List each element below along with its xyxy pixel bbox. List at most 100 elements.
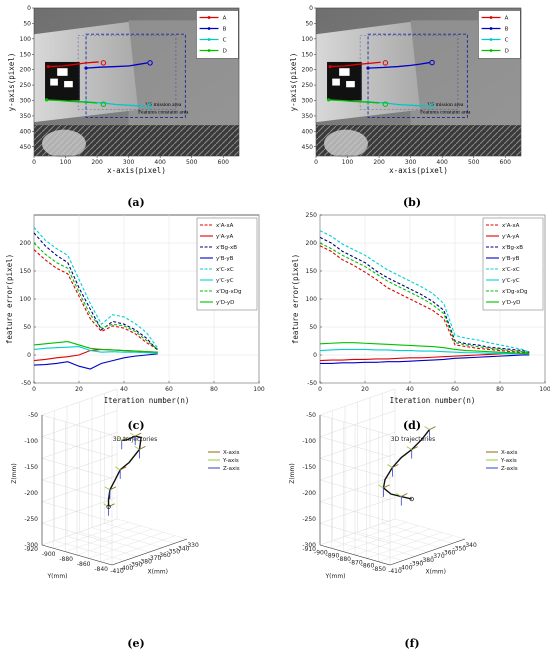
x-tick-label: 300 (405, 159, 417, 166)
frame-y-axis (396, 493, 402, 497)
start-point-A (328, 64, 332, 69)
grid-line (65, 525, 141, 552)
y-tick-label: -850 (372, 566, 386, 573)
legend-label: x'C-xC (216, 267, 234, 273)
z-tick-label: -200 (302, 490, 316, 497)
z-tick-label: -300 (24, 542, 38, 549)
y-axis-label: Y(mm) (324, 573, 345, 580)
subfigure-label-f: (f) (404, 637, 419, 650)
z-tick-label: -300 (302, 542, 316, 549)
end-point-C (146, 103, 152, 109)
subfigure-label-c: (c) (127, 419, 144, 432)
end-point-B (147, 60, 153, 66)
legend-box (196, 217, 258, 311)
trajectory-A (48, 61, 99, 68)
x-tick-label: 100 (342, 159, 354, 166)
x-tick-label: 400 (436, 159, 448, 166)
legend-label: Z-axis (501, 466, 518, 472)
x-tick-label: -410 (110, 568, 124, 575)
end-point-A (382, 60, 389, 66)
frame-y-axis (406, 446, 412, 450)
x-tick-label: -350 (166, 549, 180, 556)
annotation-features-constraint-area: Features constaint area (420, 109, 471, 115)
x-tick-label: -340 (463, 542, 477, 549)
y-tick-label: 200 (20, 240, 32, 247)
start-point-A (46, 64, 50, 69)
x-tick-label: -330 (185, 542, 199, 549)
legend-label-D: D (505, 48, 509, 54)
annotation-features-constraint-area: Features constaint area (138, 109, 189, 115)
z-tick-label: -200 (24, 490, 38, 497)
x-tick-label: 0 (314, 159, 318, 166)
legend-label-D: D (223, 48, 227, 54)
legend-marker-C (489, 38, 493, 41)
frame-x-axis (383, 484, 390, 489)
z-tick-label: -50 (28, 412, 38, 419)
grid-line (382, 523, 453, 544)
grid-line (41, 518, 118, 546)
trajectory-end-marker (409, 496, 414, 502)
trajectory-path (382, 429, 431, 500)
y-tick-label: 350 (302, 113, 314, 120)
y-tick-label: -900 (42, 551, 56, 558)
chart-title: 3D trajectories (391, 436, 435, 443)
z-tick-label: -150 (302, 464, 316, 471)
line-chart-d: 0 20 40 60 80 100-50050100150200250x'A-xAy'A-… (291, 212, 550, 405)
y-tick-label: 50 (23, 20, 31, 27)
legend-label: x'Bg-xB (216, 245, 237, 251)
y-tick-label: 200 (20, 67, 32, 74)
grid-line (41, 410, 118, 437)
legend-label: Z-axis (223, 466, 240, 472)
trajectory-C (368, 101, 427, 107)
trajectory-B (85, 62, 148, 69)
y-tick-label: -50 (307, 380, 317, 387)
x-tick-label: 500 (186, 159, 198, 166)
legend-box (482, 217, 544, 311)
axis-y-edge (41, 544, 113, 566)
annotation-vs-mission-area: VS mission area (145, 102, 182, 108)
y-tick-label: 0 (27, 352, 31, 359)
legend-label: y'C-yC (502, 278, 520, 284)
legend: x'A-xA y'A-yA x'Bg-xB y'B-yB x'C-xC y'C-yC x'D… (196, 217, 258, 311)
x-tick-label: 400 (154, 159, 166, 166)
y-tick-label: -860 (361, 563, 375, 570)
series-line (33, 232, 159, 351)
x-tick-label: 100 (253, 386, 265, 393)
legend-label-B: B (505, 26, 509, 32)
x-tick-label: 500 (468, 159, 480, 166)
y-tick-label: 0 (309, 5, 313, 12)
z-tick-label: -100 (24, 438, 38, 445)
legend-marker-D (489, 49, 493, 52)
x-tick-label: 20 (75, 386, 83, 393)
series-line (33, 249, 159, 350)
frame-x-axis (121, 436, 128, 441)
x-tick-label: 60 (451, 386, 459, 393)
x-tick-label: -360 (157, 552, 171, 559)
legend-label: x'Dg-xDg (502, 289, 527, 295)
z-tick-label: -250 (24, 516, 38, 523)
x-tick-label: 200 (373, 159, 385, 166)
start-point-D (45, 98, 49, 102)
aruco-marker-cell (339, 68, 350, 76)
trajectory-3d-plot-f: -410-400-390-380-370-360-350-340 -910-900… (289, 388, 518, 580)
x-tick-label: 0 (32, 386, 36, 393)
y-tick-label: 350 (20, 113, 32, 120)
y-tick-label: 150 (302, 51, 314, 58)
x-tick-label: 80 (496, 386, 504, 393)
frame-y-axis (114, 466, 121, 471)
y-tick-label: 250 (306, 212, 318, 219)
grid-line (319, 410, 396, 437)
y-tick-label: 50 (305, 20, 313, 27)
subfigure-label-e: (e) (127, 637, 144, 650)
y-tick-label: 100 (20, 296, 32, 303)
subfigure-label-b: (b) (403, 196, 421, 209)
legend-label-A: A (505, 15, 509, 21)
legend-marker-D (207, 49, 211, 52)
axis-y-edge (319, 544, 391, 566)
end-point-C (428, 103, 434, 109)
y-tick-label: 50 (309, 324, 317, 331)
